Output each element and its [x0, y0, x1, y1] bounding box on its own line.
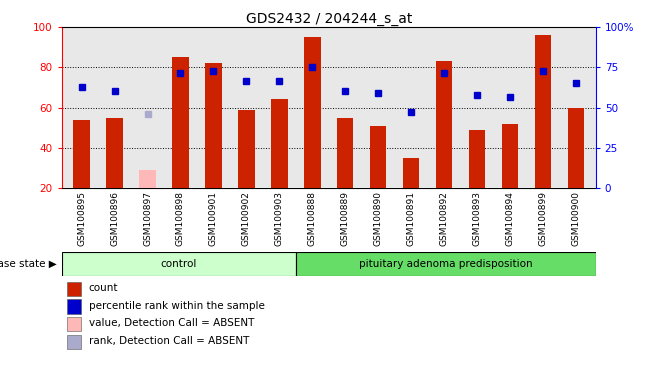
Text: GSM100900: GSM100900 [572, 191, 581, 246]
Text: GSM100902: GSM100902 [242, 191, 251, 246]
Text: percentile rank within the sample: percentile rank within the sample [89, 301, 264, 311]
Text: disease state ▶: disease state ▶ [0, 259, 57, 269]
Text: GSM100891: GSM100891 [407, 191, 415, 246]
Text: GSM100894: GSM100894 [505, 191, 514, 246]
Bar [205, 63, 221, 188]
Text: GSM100899: GSM100899 [538, 191, 547, 246]
Text: rank, Detection Call = ABSENT: rank, Detection Call = ABSENT [89, 336, 249, 346]
Title: GDS2432 / 204244_s_at: GDS2432 / 204244_s_at [245, 12, 412, 26]
Text: GSM100889: GSM100889 [340, 191, 350, 246]
Bar [67, 317, 81, 331]
Text: count: count [89, 283, 118, 293]
Bar [67, 334, 81, 349]
Bar [106, 118, 123, 188]
Bar [296, 252, 596, 276]
Bar [271, 99, 288, 188]
Text: GSM100898: GSM100898 [176, 191, 185, 246]
Text: GSM100888: GSM100888 [308, 191, 317, 246]
Bar [568, 108, 584, 188]
Text: GSM100903: GSM100903 [275, 191, 284, 246]
Bar [62, 252, 296, 276]
Bar [534, 35, 551, 188]
Text: GSM100901: GSM100901 [209, 191, 218, 246]
Bar [238, 109, 255, 188]
Bar [436, 61, 452, 188]
Bar [67, 299, 81, 314]
Text: GSM100897: GSM100897 [143, 191, 152, 246]
Text: GSM100890: GSM100890 [374, 191, 383, 246]
Bar [502, 124, 518, 188]
Text: value, Detection Call = ABSENT: value, Detection Call = ABSENT [89, 318, 254, 328]
Bar [173, 57, 189, 188]
Bar [139, 170, 156, 188]
Bar [403, 158, 419, 188]
Bar [337, 118, 353, 188]
Text: GSM100892: GSM100892 [439, 191, 449, 246]
Text: control: control [161, 259, 197, 269]
Bar [370, 126, 387, 188]
Text: pituitary adenoma predisposition: pituitary adenoma predisposition [359, 259, 533, 269]
Text: GSM100893: GSM100893 [473, 191, 482, 246]
Bar [304, 37, 320, 188]
Text: GSM100895: GSM100895 [77, 191, 86, 246]
Bar [74, 120, 90, 188]
Bar [67, 282, 81, 296]
Bar [469, 130, 485, 188]
Text: GSM100896: GSM100896 [110, 191, 119, 246]
